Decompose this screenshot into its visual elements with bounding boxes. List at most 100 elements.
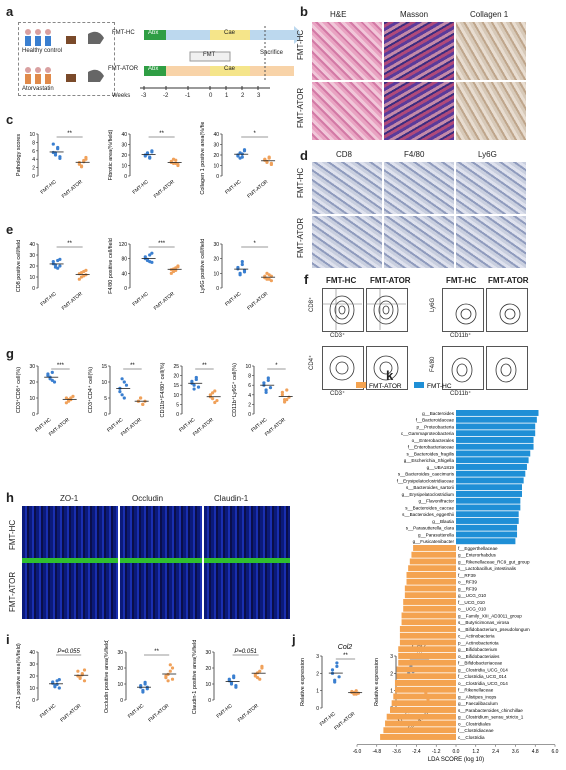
x-tick-label: FMT-HC [39, 703, 58, 720]
lda-bar [456, 531, 518, 538]
h-image-occludin-hc [120, 506, 202, 561]
y-tick-label: 2 [316, 671, 319, 677]
y-tick-label: 0 [104, 412, 107, 418]
data-point [166, 679, 170, 683]
x-tick-label: FMT-ATOR [61, 179, 84, 200]
data-point [213, 389, 217, 393]
x-tick-label: FMT-ATOR [246, 291, 269, 312]
data-point [285, 388, 289, 392]
flow-plot-8 [486, 346, 528, 390]
y-tick-label: 30 [29, 662, 35, 668]
lda-bar [385, 720, 456, 727]
data-point [168, 663, 172, 667]
h-image-claudin-ator [204, 560, 290, 619]
y-axis-label: F4/80 positive cell/field [108, 238, 114, 294]
legend-swatch-hc [414, 382, 424, 388]
h-image-claudin-hc [204, 506, 290, 561]
x-tick-label: FMT-HC [40, 179, 59, 196]
y-tick-label: 20 [117, 666, 123, 672]
week-tick-0: -3 [141, 93, 147, 99]
data-point [265, 271, 269, 275]
data-point [236, 265, 240, 270]
lda-bar [456, 416, 537, 423]
data-point [242, 148, 247, 152]
h-col-occludin: Occludin [132, 494, 164, 503]
lda-bar [399, 632, 456, 639]
y-axis-label: CD3⁺CD8⁺ cell(%) [15, 367, 22, 413]
data-point [78, 675, 82, 679]
h-image-occludin-ator [120, 560, 202, 619]
y-tick-label: 5 [104, 396, 107, 402]
panel-label-k: k [386, 368, 394, 383]
panel-a-timeline [140, 26, 300, 90]
chart-c2: 0 10 20 30 40 Fibrotic area(%/field) FMT-HC FMT… [108, 129, 182, 200]
lda-bar-label: p__Actinobacteriota [458, 640, 499, 645]
y-axis-label: CD11b⁺Ly6G⁺ cell(%) [231, 363, 238, 417]
data-point [50, 370, 54, 374]
y-axis-label: Claudin-1 positive area(%/field) [192, 640, 198, 714]
data-point [139, 684, 143, 688]
data-point [57, 678, 61, 682]
lda-bar [399, 639, 456, 646]
data-point [227, 677, 231, 681]
y-tick-label: 30 [117, 650, 123, 656]
data-point [143, 680, 147, 684]
data-point [82, 679, 87, 683]
x-tick-label: FMT-ATOR [120, 417, 143, 438]
data-point [267, 155, 271, 159]
x-tick-label: -3.6 [392, 749, 401, 755]
data-point [51, 260, 55, 264]
lda-bar-label: g__Bacteroides [422, 411, 455, 416]
x-tick-label: FMT-HC [132, 291, 151, 308]
sig-label: *** [57, 363, 65, 369]
data-point [148, 156, 152, 160]
d-row-ator: FMT-ATOR [296, 217, 305, 258]
lda-bar-label: o__Clostridia_UCG_014 [458, 681, 508, 686]
f-header-4: FMT-ATOR [488, 276, 529, 285]
x-tick-label: FMT-HC [216, 703, 235, 720]
lda-bar-label: g__Blautia [432, 519, 454, 524]
y-tick-label: 2 [32, 166, 35, 172]
y-tick-label: 20 [29, 380, 35, 386]
x-tick-label: FMT-HC [224, 291, 243, 308]
lda-bar-label: g__Clostridia_UCG_014 [458, 667, 508, 672]
data-point [268, 386, 273, 390]
sig-label: * [253, 131, 256, 137]
lda-bar-label: g__Alistipes_inops [458, 694, 497, 699]
y-tick-label: 30 [205, 650, 211, 656]
y-tick-label: 8 [32, 140, 35, 146]
chart-e1: 0 10 20 30 40 CD8 positive cell/field FMT-HC FM… [16, 240, 90, 312]
data-point [238, 273, 242, 277]
lda-bar [456, 464, 527, 470]
group-ator-label: Atorvastatin [22, 86, 54, 92]
data-point [280, 390, 284, 394]
b-row-hc: FMT-HC [296, 29, 305, 60]
y-axis-label: Occludin positive area(%/field) [104, 640, 110, 713]
lda-bar-label: s__Lactobacillus_intestinalis [458, 566, 517, 571]
data-point [234, 685, 238, 689]
panel-label-e: e [6, 222, 14, 237]
y-tick-label: 0 [120, 698, 123, 704]
lda-bar [411, 551, 456, 558]
lda-bar-label: p__Proteobacteria [416, 424, 454, 429]
flow-plot-3 [442, 288, 484, 332]
y-tick-label: 0 [32, 412, 35, 418]
lda-bar-label: g__Clostridium_sensu_stricto_1 [458, 715, 524, 720]
flow-plot-1 [322, 288, 364, 332]
x-tick-label: FMT-HC [132, 179, 151, 196]
lda-bar-label: f__Bifidobacteriaceae [458, 661, 503, 666]
data-point [58, 155, 62, 159]
d-col-f480: F4/80 [404, 150, 425, 159]
panel-label-i: i [6, 632, 10, 647]
y-tick-label: 0 [216, 286, 219, 292]
data-point [169, 271, 173, 275]
data-point [166, 672, 170, 676]
chart-title: Col2 [338, 644, 353, 651]
data-point [51, 142, 55, 146]
data-point [265, 159, 269, 163]
d-image-f480-ator [384, 216, 454, 268]
x-tick-label: FMT-HC [224, 179, 243, 196]
lda-bar-label: g__Family_XIII_AD3011_group [458, 613, 522, 618]
